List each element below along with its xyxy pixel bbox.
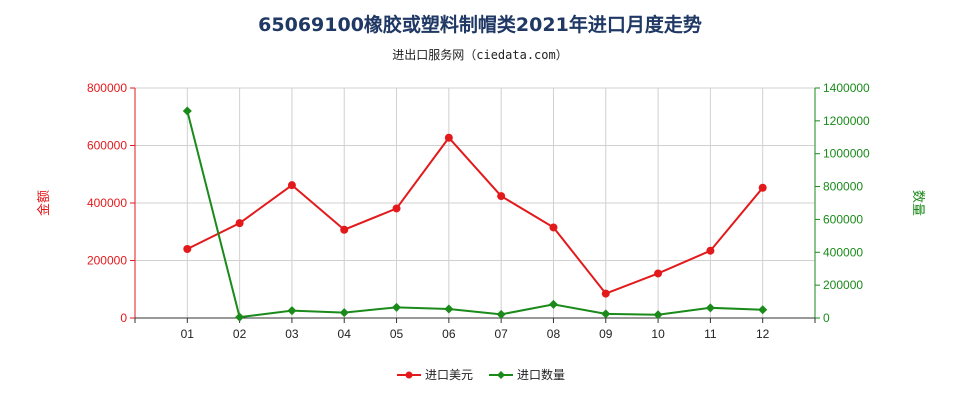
- data-point: [497, 192, 506, 201]
- data-point: [235, 312, 245, 322]
- legend-label: 进口数量: [517, 367, 565, 382]
- data-point: [549, 223, 558, 232]
- left-tick-label: 200000: [87, 254, 127, 268]
- left-tick-label: 0: [120, 311, 127, 325]
- x-tick-label: 11: [704, 327, 717, 341]
- right-tick-label: 600000: [823, 212, 863, 226]
- data-point: [339, 308, 349, 318]
- data-point: [601, 289, 610, 298]
- chart-title: 65069100橡胶或塑料制帽类2021年进口月度走势: [258, 14, 702, 36]
- legend-swatch-marker: [497, 371, 505, 379]
- data-point: [758, 183, 767, 192]
- legend-label: 进口美元: [425, 368, 473, 382]
- legend-item: 进口数量: [489, 367, 565, 382]
- data-point: [654, 269, 663, 278]
- x-tick-label: 04: [338, 327, 352, 341]
- data-point: [758, 305, 768, 315]
- data-point: [444, 133, 453, 142]
- series-1: [183, 133, 767, 298]
- data-point: [444, 304, 454, 314]
- series-line: [186, 110, 763, 319]
- x-tick-label: 03: [285, 327, 299, 341]
- chart-subtitle: 进出口服务网（ciedata.com）: [392, 48, 568, 62]
- data-point: [601, 309, 611, 319]
- left-tick-label: 600000: [87, 139, 127, 153]
- legend: 进口美元 进口数量: [397, 367, 565, 382]
- series-layer: [182, 106, 768, 322]
- x-tick-label: 06: [442, 327, 456, 341]
- right-tick-label: 1400000: [823, 81, 870, 95]
- right-tick-label: 800000: [823, 180, 863, 194]
- data-point: [340, 225, 349, 234]
- right-tick-label: 400000: [823, 245, 863, 259]
- data-point: [496, 309, 506, 319]
- data-point: [392, 302, 402, 312]
- data-point: [183, 245, 192, 253]
- x-tick-label: 08: [547, 327, 561, 341]
- right-tick-label: 0: [823, 311, 830, 325]
- grid: [134, 87, 816, 319]
- right-tick-label: 1000000: [823, 147, 870, 161]
- data-point: [705, 303, 715, 313]
- right-tick-label: 200000: [823, 278, 863, 292]
- x-tick-label: 05: [390, 327, 404, 341]
- axes: 0 200000 400000 600000 800000 0 200000 400000 60…: [36, 81, 925, 341]
- legend-item: 进口美元: [397, 368, 473, 382]
- right-axis-title: 数量: [910, 190, 925, 216]
- data-point: [235, 219, 244, 228]
- data-point: [706, 246, 715, 255]
- x-tick-label: 12: [756, 327, 770, 341]
- legend-swatch-marker: [405, 371, 413, 379]
- left-tick-label: 400000: [87, 196, 127, 210]
- series-line: [186, 136, 764, 295]
- series-2: [182, 106, 768, 322]
- data-point: [287, 306, 297, 316]
- left-tick-label: 800000: [87, 81, 127, 95]
- data-point: [548, 299, 558, 309]
- x-tick-label: 02: [233, 327, 247, 341]
- x-tick-label: 07: [494, 327, 508, 341]
- x-tick-label: 01: [181, 327, 195, 341]
- data-point: [392, 204, 401, 213]
- data-point: [287, 181, 296, 190]
- right-tick-label: 1200000: [823, 114, 870, 128]
- x-tick-label: 09: [599, 327, 613, 341]
- data-point: [653, 310, 663, 320]
- x-tick-label: 10: [651, 327, 665, 341]
- left-axis-title: 金额: [36, 190, 52, 216]
- data-point: [182, 106, 192, 116]
